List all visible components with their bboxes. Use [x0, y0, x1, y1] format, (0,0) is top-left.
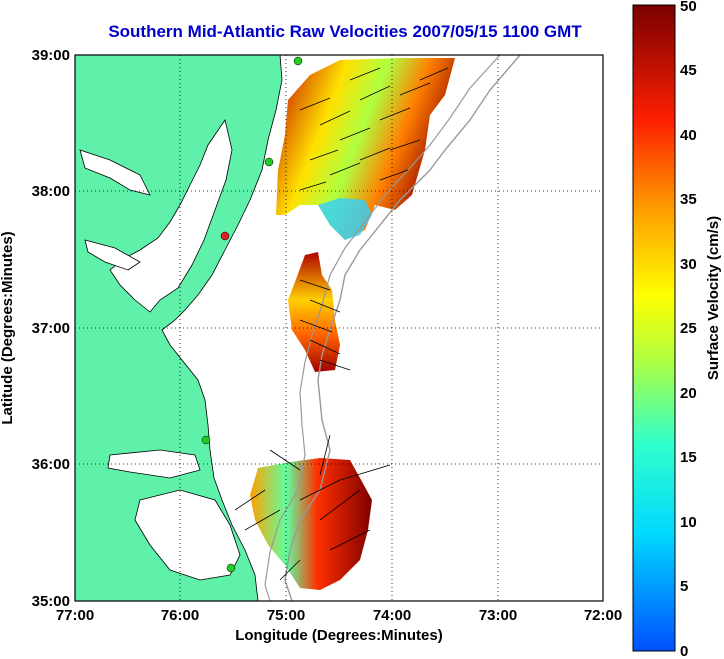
y-tick-label: 38:00 — [32, 183, 70, 200]
x-tick-label: 72:00 — [584, 607, 622, 624]
map-title: Southern Mid-Atlantic Raw Velocities 200… — [108, 22, 582, 41]
colorbar-gradient — [632, 4, 676, 652]
albemarle-sound — [107, 449, 201, 479]
y-axis: 39:00 38:00 37:00 36:00 35:00 Latitude (… — [0, 47, 70, 610]
x-tick-label: 73:00 — [479, 607, 517, 624]
station-marker — [264, 157, 274, 167]
colorbar-tick: 35 — [680, 191, 697, 208]
y-axis-label: Latitude (Degrees:Minutes) — [0, 231, 16, 424]
colorbar-tick: 0 — [680, 643, 688, 659]
y-tick-label: 39:00 — [32, 47, 70, 64]
x-tick-label: 75:00 — [267, 607, 305, 624]
pamlico-sound — [134, 489, 241, 581]
x-tick-label: 74:00 — [373, 607, 411, 624]
station-marker — [226, 563, 236, 573]
grid-lines — [75, 55, 603, 601]
x-axis: 77:00 76:00 75:00 74:00 73:00 72:00 Long… — [56, 607, 622, 644]
velocity-field-south — [250, 458, 372, 590]
station-marker — [201, 435, 211, 445]
colorbar-tick: 20 — [680, 385, 697, 402]
y-tick-label: 36:00 — [32, 456, 70, 473]
colorbar-tick: 10 — [680, 514, 697, 531]
bathymetry-contour — [284, 55, 521, 601]
colorbar-tick: 30 — [680, 256, 697, 273]
colorbar-tick: 25 — [680, 320, 697, 337]
tributary — [84, 239, 141, 271]
x-tick-label: 77:00 — [56, 607, 94, 624]
station-marker — [293, 56, 303, 66]
velocity-field-north — [276, 58, 455, 240]
y-tick-label: 35:00 — [32, 593, 70, 610]
colorbar-tick: 5 — [680, 578, 688, 595]
velocity-arrows — [234, 67, 449, 581]
colorbar-tick: 15 — [680, 449, 697, 466]
plot-frame — [74, 54, 604, 602]
velocity-field-mid — [288, 252, 340, 372]
colorbar-tick: 40 — [680, 127, 697, 144]
colorbar-tick: 45 — [680, 62, 697, 79]
colorbar-label: Surface Velocity (cm/s) — [705, 216, 722, 380]
bathymetry-contour — [264, 55, 501, 601]
station-marker — [220, 231, 230, 241]
colorbar: 50 45 40 35 30 25 20 15 10 5 0 Surface V… — [632, 0, 722, 659]
colorbar-tick: 50 — [680, 0, 697, 15]
y-tick-label: 37:00 — [32, 320, 70, 337]
x-tick-label: 76:00 — [161, 607, 199, 624]
chesapeake-bay — [109, 119, 233, 313]
tributary — [79, 149, 151, 196]
x-axis-label: Longitude (Degrees:Minutes) — [235, 627, 443, 644]
